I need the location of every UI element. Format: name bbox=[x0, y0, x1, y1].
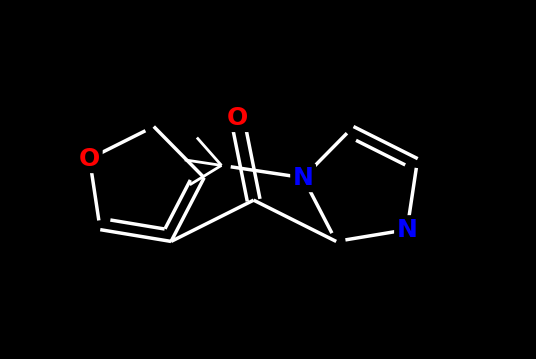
Text: O: O bbox=[227, 106, 248, 130]
Text: N: N bbox=[397, 218, 418, 242]
Text: O: O bbox=[79, 147, 100, 171]
Text: N: N bbox=[293, 166, 314, 190]
